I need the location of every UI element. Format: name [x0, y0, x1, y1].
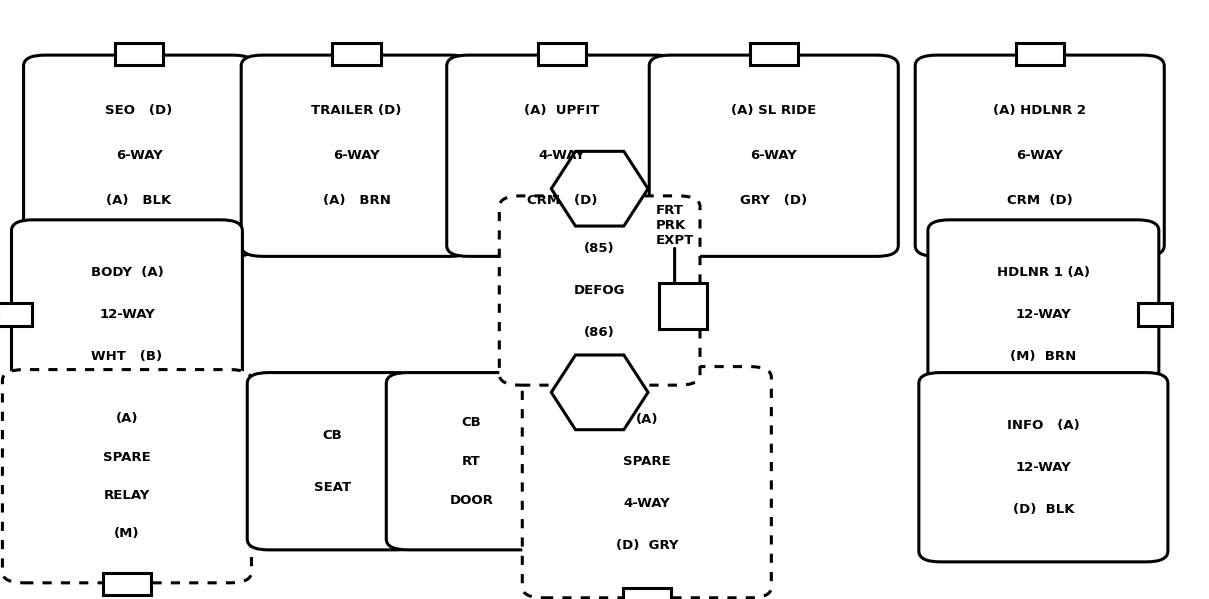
Text: GRY   (D): GRY (D): [740, 194, 808, 207]
FancyBboxPatch shape: [522, 367, 771, 598]
FancyBboxPatch shape: [499, 196, 700, 385]
Text: 6-WAY: 6-WAY: [751, 149, 797, 162]
Polygon shape: [551, 355, 648, 429]
Text: (A)   BRN: (A) BRN: [323, 194, 391, 207]
FancyBboxPatch shape: [919, 373, 1168, 562]
Bar: [538, 43, 586, 65]
Text: HDLNR 1 (A): HDLNR 1 (A): [997, 266, 1089, 279]
FancyBboxPatch shape: [929, 220, 1158, 409]
Text: (M): (M): [114, 527, 140, 540]
FancyBboxPatch shape: [447, 55, 677, 256]
Text: CB: CB: [323, 429, 342, 442]
Bar: [115, 43, 163, 65]
Text: (D)  GRY: (D) GRY: [615, 539, 678, 552]
Bar: [1016, 43, 1064, 65]
Text: 12-WAY: 12-WAY: [1016, 461, 1071, 474]
FancyBboxPatch shape: [915, 55, 1164, 256]
Text: SPARE: SPARE: [623, 455, 671, 468]
Text: (A) SL RIDE: (A) SL RIDE: [731, 104, 816, 117]
Bar: [103, 573, 151, 595]
Text: 4-WAY: 4-WAY: [624, 497, 670, 510]
Text: 4-WAY: 4-WAY: [539, 149, 585, 162]
Text: TRAILER (D): TRAILER (D): [312, 104, 401, 117]
Text: INFO   (A): INFO (A): [1007, 419, 1080, 432]
Text: (M)  BRN: (M) BRN: [1011, 350, 1076, 363]
Text: RT: RT: [462, 455, 481, 468]
FancyBboxPatch shape: [387, 373, 556, 550]
FancyBboxPatch shape: [11, 220, 242, 409]
Text: 6-WAY: 6-WAY: [334, 149, 380, 162]
Text: BODY  (A): BODY (A): [91, 266, 163, 279]
Text: DEFOG: DEFOG: [574, 284, 625, 297]
Text: CB: CB: [462, 416, 481, 429]
Text: 12-WAY: 12-WAY: [99, 308, 155, 321]
FancyBboxPatch shape: [248, 373, 418, 550]
Text: (85): (85): [584, 242, 615, 255]
Text: 6-WAY: 6-WAY: [1017, 149, 1063, 162]
Bar: [332, 43, 381, 65]
Polygon shape: [551, 152, 648, 226]
Text: (86): (86): [584, 326, 615, 339]
Text: RELAY: RELAY: [104, 489, 150, 502]
FancyBboxPatch shape: [649, 55, 898, 256]
Text: SEO   (D): SEO (D): [105, 104, 173, 117]
Text: 6-WAY: 6-WAY: [116, 149, 162, 162]
Text: (A): (A): [636, 413, 658, 426]
FancyBboxPatch shape: [241, 55, 472, 256]
Text: CRM   (D): CRM (D): [527, 194, 597, 207]
Text: (A)   BLK: (A) BLK: [106, 194, 172, 207]
Text: SPARE: SPARE: [103, 450, 151, 464]
Bar: [623, 588, 671, 599]
Bar: [659, 283, 707, 329]
FancyBboxPatch shape: [2, 370, 251, 583]
Text: (D)  BLK: (D) BLK: [1013, 503, 1074, 516]
Text: CRM  (D): CRM (D): [1007, 194, 1072, 207]
Text: WHT   (B): WHT (B): [92, 350, 162, 363]
Bar: [1139, 303, 1173, 326]
Text: (A)  UPFIT: (A) UPFIT: [525, 104, 600, 117]
Text: (A) HDLNR 2: (A) HDLNR 2: [994, 104, 1086, 117]
Bar: [0, 303, 31, 326]
FancyBboxPatch shape: [24, 55, 255, 256]
Bar: [750, 43, 798, 65]
Text: DOOR: DOOR: [450, 494, 493, 507]
Text: FRT
PRK
EXPT: FRT PRK EXPT: [655, 204, 694, 247]
Text: 12-WAY: 12-WAY: [1016, 308, 1071, 321]
Text: SEAT: SEAT: [314, 480, 351, 494]
Text: (A): (A): [116, 412, 138, 425]
